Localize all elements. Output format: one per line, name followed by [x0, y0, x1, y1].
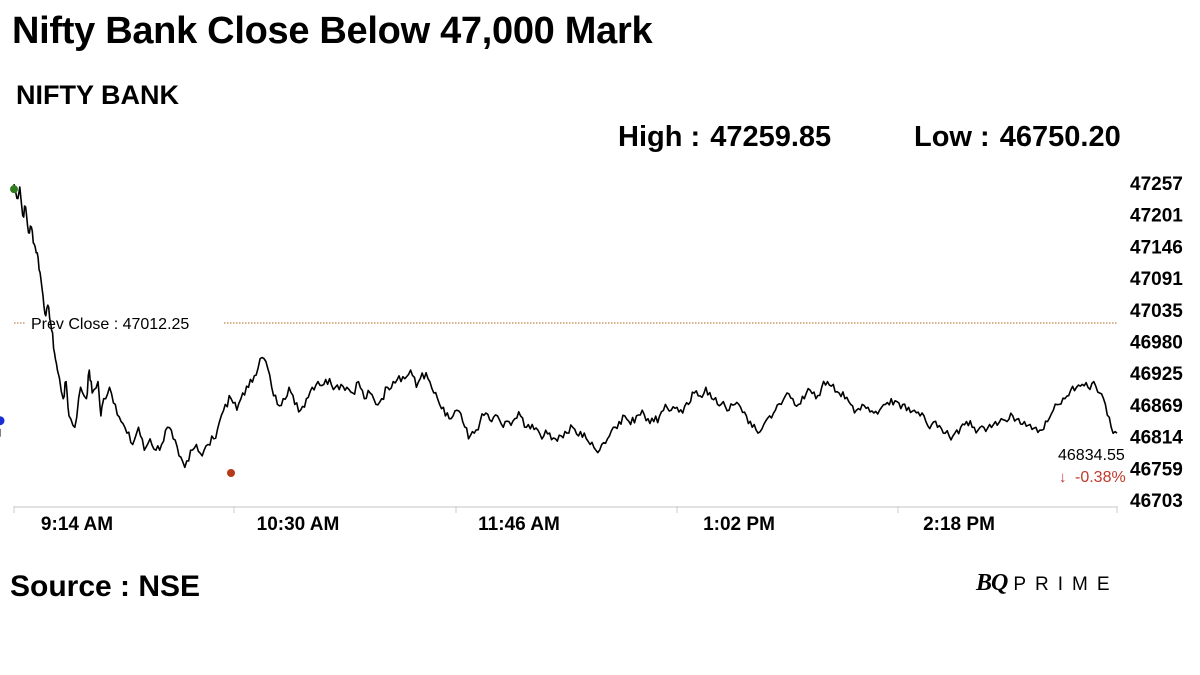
- x-tick-label: 10:30 AM: [257, 514, 340, 535]
- bq-prime-logo: BQ PRIME: [976, 570, 1119, 597]
- last-change-label: -0.38%: [1075, 469, 1126, 486]
- last-price-label: 46834.55: [1058, 447, 1125, 464]
- prev-close-label: Prev Close : 47012.25: [31, 316, 189, 333]
- x-tick-label: 9:14 AM: [41, 514, 113, 535]
- y-tick-label: 46703: [1130, 491, 1183, 512]
- down-arrow-icon: ↓: [1059, 469, 1067, 486]
- x-tick-label: 1:02 PM: [703, 514, 775, 535]
- y-tick-label: 46814: [1130, 428, 1183, 449]
- series-line: [13, 183, 1118, 469]
- y-tick-label: 46759: [1130, 459, 1183, 480]
- x-tick-label: 11:46 AM: [478, 514, 560, 535]
- logo-prime: PRIME: [1013, 574, 1119, 595]
- start-marker: [10, 185, 18, 194]
- low-label: Low :: [914, 121, 990, 153]
- y-tick-label: 47091: [1130, 269, 1183, 290]
- high-label: High :: [618, 121, 701, 153]
- x-tick-label: 2:18 PM: [923, 514, 995, 535]
- y-tick-label: 47146: [1130, 237, 1183, 258]
- high-readout: High : 47259.85: [618, 121, 831, 154]
- day-low-marker: [227, 469, 235, 477]
- chart-title: Nifty Bank Close Below 47,000 Mark: [12, 10, 653, 52]
- source-note: Source : NSE: [10, 570, 201, 603]
- y-tick-label: 46869: [1130, 396, 1183, 417]
- logo-bq: BQ: [976, 570, 1008, 596]
- y-tick-label: 46925: [1130, 364, 1183, 385]
- low-readout: Low : 46750.20: [914, 121, 1121, 154]
- index-name: NIFTY BANK: [16, 80, 180, 110]
- prev-close-label-bg: [26, 313, 224, 333]
- y-tick-label: 47201: [1130, 206, 1183, 227]
- y-tick-label: 47035: [1130, 301, 1183, 322]
- y-tick-label: 46980: [1130, 333, 1183, 354]
- y-tick-label: 47257: [1130, 174, 1183, 195]
- last-price-marker: [0, 416, 5, 426]
- high-value: 47259.85: [710, 121, 832, 153]
- low-value: 46750.20: [999, 121, 1121, 153]
